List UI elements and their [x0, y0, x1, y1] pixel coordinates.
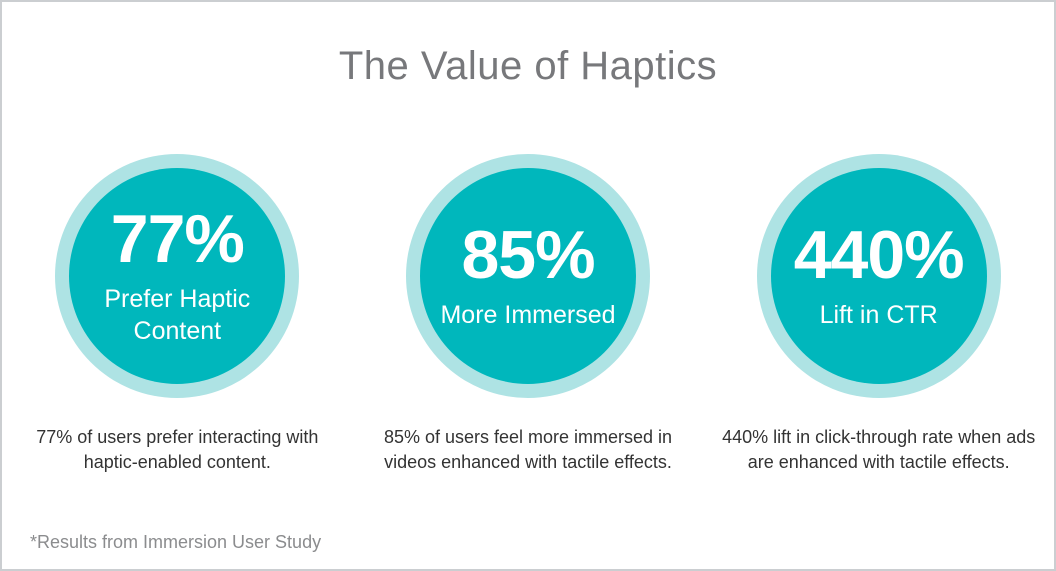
stats-row: 77% Prefer Haptic Content 85% More Immer… — [2, 154, 1054, 398]
stat-circle-more-immersed: 85% More Immersed — [406, 154, 650, 398]
description-column-2: 85% of users feel more immersed in video… — [353, 425, 704, 475]
stat-column-3: 440% Lift in CTR — [703, 154, 1054, 398]
stat-circle-prefer-haptic: 77% Prefer Haptic Content — [55, 154, 300, 398]
stat-description: 440% lift in click-through rate when ads… — [722, 427, 1036, 472]
stat-circle-lift-in-ctr: 440% Lift in CTR — [756, 154, 1001, 398]
stat-column-1: 77% Prefer Haptic Content — [2, 154, 353, 398]
stat-circle-inner: 440% Lift in CTR — [770, 168, 987, 384]
stat-column-2: 85% More Immersed — [353, 154, 704, 398]
stat-description: 77% of users prefer interacting with hap… — [36, 427, 319, 472]
description-column-3: 440% lift in click-through rate when ads… — [703, 425, 1054, 475]
stat-label: Lift in CTR — [819, 300, 938, 329]
footnote: *Results from Immersion User Study — [30, 532, 322, 552]
stat-value: 77% — [110, 200, 245, 277]
description-column-1: 77% of users prefer interacting with hap… — [2, 425, 353, 475]
descriptions-row: 77% of users prefer interacting with hap… — [2, 425, 1054, 475]
stat-value: 85% — [461, 216, 595, 293]
stat-circle-inner: 77% Prefer Haptic Content — [69, 168, 286, 384]
stat-value: 440% — [793, 216, 965, 293]
stat-circle-inner: 85% More Immersed — [420, 168, 636, 384]
stat-label: Prefer Haptic Content — [104, 284, 251, 346]
stat-description: 85% of users feel more immersed in video… — [383, 427, 673, 472]
page-title: The Value of Haptics — [338, 44, 718, 88]
stat-label: More Immersed — [440, 300, 616, 329]
